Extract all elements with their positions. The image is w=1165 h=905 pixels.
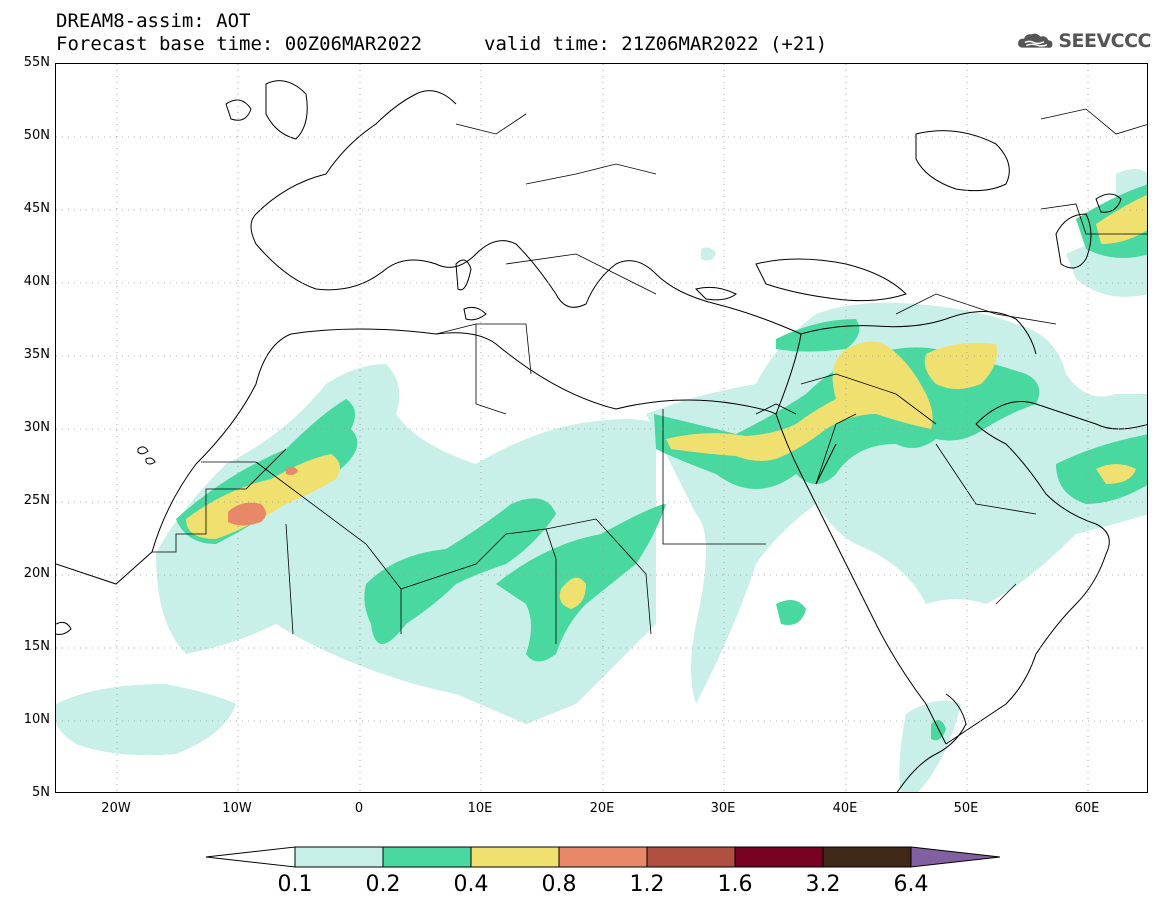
- colorbar-segment: [382, 846, 472, 868]
- graticule: [56, 64, 1147, 792]
- lon-label: 10E: [467, 801, 493, 816]
- map-title: DREAM8-assim: AOT: [56, 10, 251, 32]
- lat-label: 55N: [23, 55, 50, 70]
- map-panel: [55, 63, 1148, 793]
- colorbar-segment: [470, 846, 560, 868]
- forecast-base-time: Forecast base time: 00Z06MAR2022: [56, 33, 423, 55]
- colorbar-tick-label: 0.8: [541, 872, 577, 897]
- colorbar-tick-label: 1.2: [629, 872, 665, 897]
- lat-label: 15N: [23, 639, 50, 654]
- colorbar-tick-label: 6.4: [893, 872, 929, 897]
- lon-label: 20E: [589, 801, 615, 816]
- aot-band-0.4-0.8: [186, 194, 1147, 609]
- valid-time: valid time: 21Z06MAR2022 (+21): [484, 33, 828, 55]
- colorbar-tick-label: 0.2: [365, 872, 401, 897]
- lon-label: 0: [354, 801, 364, 816]
- colorbar-segment: [558, 846, 648, 868]
- colorbar: [206, 846, 1000, 868]
- colorbar-tick-label: 0.4: [453, 872, 489, 897]
- aot-band-0.8-1.2: [228, 466, 298, 526]
- lat-label: 25N: [23, 493, 50, 508]
- cloud-icon: [1018, 33, 1053, 48]
- colorbar-tick-label: 0.1: [277, 872, 313, 897]
- lon-label: 60E: [1074, 801, 1100, 816]
- seevccc-logo: SEEVCCC: [1016, 26, 1151, 56]
- colorbar-segment: [646, 846, 736, 868]
- colorbar-tick-label: 1.6: [717, 872, 753, 897]
- lon-label: 50E: [953, 801, 979, 816]
- colorbar-segment: [734, 846, 824, 868]
- colorbar-segment: [294, 846, 384, 868]
- aot-map: [56, 64, 1147, 792]
- aot-band-0.1-0.2: [56, 169, 1147, 792]
- lon-label: 20W: [101, 801, 131, 816]
- lat-label: 40N: [23, 274, 50, 289]
- lat-label: 10N: [23, 712, 50, 727]
- lat-label: 35N: [23, 347, 50, 362]
- colorbar-over-arrow: [910, 846, 1000, 868]
- lon-label: 10W: [222, 801, 252, 816]
- country-borders: [152, 108, 1147, 644]
- lat-label: 20N: [23, 566, 50, 581]
- logo-text: SEEVCCC: [1058, 30, 1151, 52]
- lon-label: 40E: [832, 801, 858, 816]
- colorbar-tick-label: 3.2: [805, 872, 841, 897]
- lat-label: 50N: [23, 128, 50, 143]
- colorbar-under-arrow: [206, 846, 296, 868]
- lon-label: 30E: [710, 801, 736, 816]
- lat-label: 30N: [23, 420, 50, 435]
- lat-label: 5N: [32, 785, 50, 800]
- lat-label: 45N: [23, 201, 50, 216]
- colorbar-segment: [822, 846, 912, 868]
